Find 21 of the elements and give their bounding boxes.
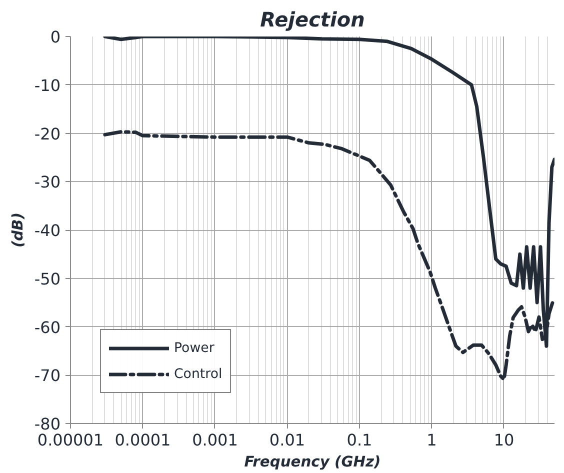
legend-label: Power bbox=[174, 340, 214, 356]
y-tick-label: -40 bbox=[34, 221, 61, 240]
legend-label: Control bbox=[174, 366, 222, 382]
x-tick-label: 0.0001 bbox=[114, 430, 171, 450]
y-tick-label: -80 bbox=[34, 414, 61, 434]
y-tick-label: -10 bbox=[34, 76, 61, 95]
y-axis-title: (dB) bbox=[9, 212, 26, 248]
y-tick-label: 0 bbox=[50, 28, 61, 46]
x-tick-label: 0.00001 bbox=[37, 430, 104, 450]
x-tick-label: 0.1 bbox=[346, 430, 372, 450]
x-tick-label: 10 bbox=[494, 430, 514, 450]
y-tick-label: -20 bbox=[34, 124, 61, 144]
y-tick-label: -30 bbox=[34, 172, 61, 192]
x-tick-label: 0.01 bbox=[269, 430, 306, 450]
x-axis-title: Frequency (GHz) bbox=[244, 454, 381, 470]
x-tick-label: 0.001 bbox=[192, 430, 238, 450]
y-tick-label: -70 bbox=[34, 366, 61, 386]
chart-title: Rejection bbox=[260, 8, 365, 32]
x-tick-label: 1 bbox=[426, 430, 437, 450]
y-tick-label: -50 bbox=[34, 269, 61, 288]
y-tick-label: -60 bbox=[34, 318, 61, 337]
